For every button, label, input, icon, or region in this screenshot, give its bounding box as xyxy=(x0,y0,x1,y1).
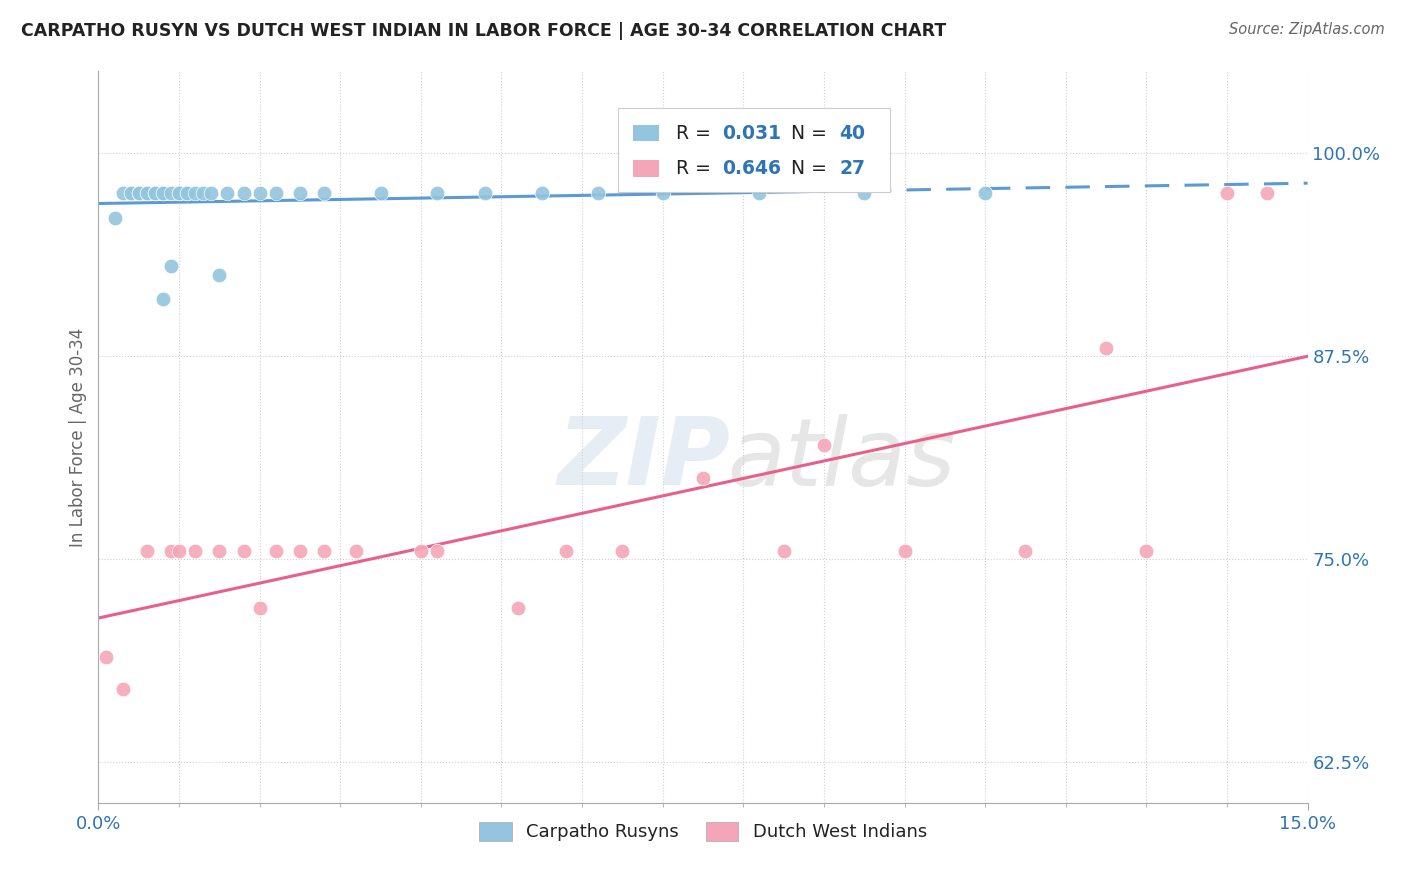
Text: atlas: atlas xyxy=(727,414,956,505)
Point xyxy=(120,186,142,201)
Point xyxy=(1216,186,1239,201)
Point xyxy=(772,544,794,558)
Text: Source: ZipAtlas.com: Source: ZipAtlas.com xyxy=(1229,22,1385,37)
Point xyxy=(1135,544,1157,558)
Point xyxy=(217,186,239,201)
Point xyxy=(193,186,215,201)
Text: 40: 40 xyxy=(839,124,866,143)
Point xyxy=(120,186,142,201)
Point xyxy=(264,544,287,558)
Text: N =: N = xyxy=(792,124,834,143)
Point xyxy=(135,186,157,201)
Point xyxy=(208,268,231,282)
Point xyxy=(96,649,118,664)
Point xyxy=(160,260,183,274)
Point xyxy=(184,186,207,201)
Point xyxy=(128,186,150,201)
Point xyxy=(135,544,157,558)
Point xyxy=(249,186,271,201)
Text: R =: R = xyxy=(676,124,717,143)
Point xyxy=(1095,341,1118,355)
Point xyxy=(506,600,529,615)
Point xyxy=(288,544,311,558)
Point xyxy=(232,186,254,201)
Legend: Carpatho Rusyns, Dutch West Indians: Carpatho Rusyns, Dutch West Indians xyxy=(472,814,934,848)
Point xyxy=(264,186,287,201)
Point xyxy=(692,471,714,485)
Point xyxy=(103,211,125,225)
Point xyxy=(160,544,183,558)
Point xyxy=(426,544,449,558)
Point xyxy=(128,186,150,201)
Point xyxy=(176,186,198,201)
Point xyxy=(208,544,231,558)
Point xyxy=(152,186,174,201)
Point xyxy=(813,438,835,452)
Text: CARPATHO RUSYN VS DUTCH WEST INDIAN IN LABOR FORCE | AGE 30-34 CORRELATION CHART: CARPATHO RUSYN VS DUTCH WEST INDIAN IN L… xyxy=(21,22,946,40)
Point xyxy=(167,186,190,201)
Point xyxy=(612,544,634,558)
Point xyxy=(1256,186,1278,201)
Text: R =: R = xyxy=(676,159,717,178)
Text: ZIP: ZIP xyxy=(558,413,731,505)
Text: 0.646: 0.646 xyxy=(723,159,782,178)
Point xyxy=(314,544,336,558)
Point xyxy=(249,600,271,615)
Point xyxy=(152,186,174,201)
Point xyxy=(748,186,770,201)
Point xyxy=(314,186,336,201)
Bar xyxy=(633,125,659,141)
Point xyxy=(530,186,553,201)
Point xyxy=(586,186,609,201)
Point xyxy=(152,292,174,306)
Point xyxy=(1014,544,1036,558)
Text: 27: 27 xyxy=(839,159,866,178)
Point xyxy=(167,186,190,201)
Point xyxy=(143,186,166,201)
Point xyxy=(853,186,876,201)
Point xyxy=(184,544,207,558)
Point xyxy=(344,544,367,558)
Point xyxy=(167,544,190,558)
Point xyxy=(651,186,673,201)
Text: N =: N = xyxy=(792,159,834,178)
Point xyxy=(370,186,392,201)
Point xyxy=(974,186,997,201)
Y-axis label: In Labor Force | Age 30-34: In Labor Force | Age 30-34 xyxy=(69,327,87,547)
Point xyxy=(893,544,915,558)
Point xyxy=(143,186,166,201)
Point xyxy=(135,186,157,201)
Point xyxy=(128,186,150,201)
Point xyxy=(160,186,183,201)
Point xyxy=(474,186,496,201)
Point xyxy=(555,544,578,558)
Point xyxy=(200,186,222,201)
Point xyxy=(111,681,134,696)
Point xyxy=(143,186,166,201)
FancyBboxPatch shape xyxy=(619,108,890,192)
Point xyxy=(288,186,311,201)
Text: 0.031: 0.031 xyxy=(723,124,782,143)
Point xyxy=(176,186,198,201)
Bar xyxy=(633,161,659,177)
Point xyxy=(426,186,449,201)
Point xyxy=(111,186,134,201)
Point xyxy=(409,544,432,558)
Point xyxy=(232,544,254,558)
